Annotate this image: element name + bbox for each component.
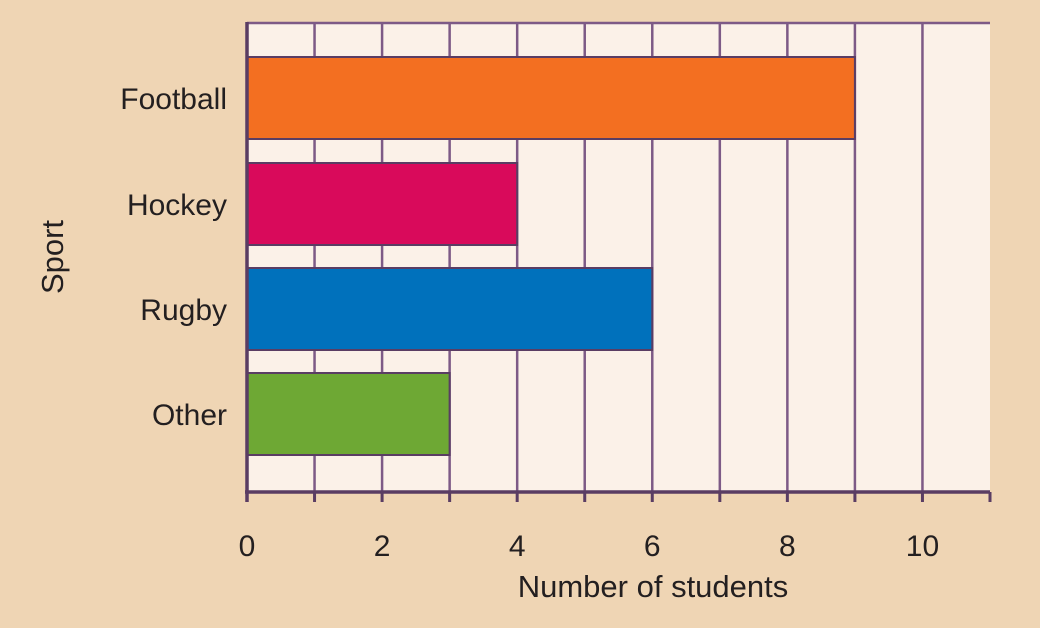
- bars: [246, 56, 856, 456]
- category-label-rugby: Rugby: [140, 294, 227, 327]
- x-tick-label-8: 8: [779, 530, 796, 563]
- x-tick-label-2: 2: [374, 530, 391, 563]
- x-axis-title: Number of students: [518, 569, 789, 604]
- bar-football: [246, 56, 856, 140]
- bar-rugby: [246, 267, 654, 351]
- x-tick-label-4: 4: [509, 530, 526, 563]
- labels: Football Hockey Rugby Other 0 2 4 6 8 10: [120, 83, 939, 563]
- x-tick-label-10: 10: [906, 530, 939, 563]
- category-label-hockey: Hockey: [127, 189, 227, 222]
- bar-hockey: [246, 162, 519, 246]
- axes: [245, 22, 992, 502]
- bar-other: [246, 372, 451, 456]
- x-tick-label-6: 6: [644, 530, 661, 563]
- y-axis-title: Sport: [35, 220, 70, 294]
- category-label-football: Football: [120, 83, 227, 116]
- category-label-other: Other: [152, 399, 227, 432]
- x-tick-label-0: 0: [239, 530, 256, 563]
